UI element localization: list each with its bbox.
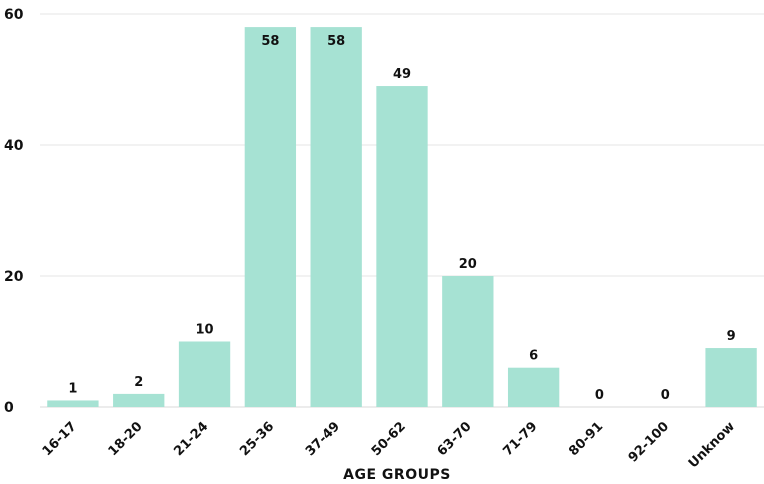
x-tick-label-80-91: 80-91 bbox=[566, 419, 606, 459]
bar-71-79 bbox=[507, 367, 560, 407]
y-axis-ticks: 0 20 40 60 bbox=[4, 7, 24, 416]
data-label-21-24: 10 bbox=[195, 323, 213, 338]
data-label-80-91: 0 bbox=[595, 388, 604, 403]
x-axis-title: AGE GROUPS bbox=[343, 467, 451, 483]
y-tick-label: 0 bbox=[4, 400, 14, 416]
data-label-18-20: 2 bbox=[134, 375, 143, 390]
y-tick-label: 20 bbox=[4, 269, 24, 285]
x-tick-label-21-24: 21-24 bbox=[171, 419, 211, 459]
x-tick-label-Unknow: Unknow bbox=[686, 419, 738, 471]
x-axis-ticks: 16-17 18-20 21-24 25-36 37-49 50-62 63-70 71-79… bbox=[40, 419, 738, 471]
data-label-63-70: 20 bbox=[459, 257, 477, 272]
x-tick-label-50-62: 50-62 bbox=[369, 419, 409, 459]
x-tick-label-92-100: 92-100 bbox=[626, 419, 672, 465]
bar-50-62 bbox=[376, 86, 428, 408]
data-label-16-17: 1 bbox=[68, 381, 77, 396]
bar-Unknow bbox=[705, 348, 757, 407]
bar-37-49 bbox=[310, 27, 362, 407]
x-tick-label-37-49: 37-49 bbox=[303, 419, 343, 459]
data-label-Unknow: 9 bbox=[727, 329, 736, 344]
data-labels: 1 2 10 58 58 49 20 6 0 0 9 bbox=[68, 34, 735, 403]
x-tick-label-71-79: 71-79 bbox=[500, 419, 540, 459]
x-tick-label-63-70: 63-70 bbox=[435, 419, 475, 459]
bar-25-36 bbox=[244, 27, 297, 407]
x-tick-label-18-20: 18-20 bbox=[106, 419, 146, 459]
x-tick-label-16-17: 16-17 bbox=[40, 419, 80, 459]
data-label-25-36: 58 bbox=[261, 34, 279, 49]
data-label-37-49: 58 bbox=[327, 34, 345, 49]
data-label-50-62: 49 bbox=[393, 67, 411, 82]
data-label-71-79: 6 bbox=[529, 349, 538, 364]
data-label-92-100: 0 bbox=[661, 388, 670, 403]
bar-21-24 bbox=[178, 341, 231, 407]
y-tick-label: 40 bbox=[4, 138, 24, 154]
bar-18-20 bbox=[113, 393, 165, 407]
bar-63-70 bbox=[442, 276, 494, 407]
x-tick-label-25-36: 25-36 bbox=[237, 419, 277, 459]
bar-16-17 bbox=[47, 400, 99, 407]
bars bbox=[47, 27, 757, 408]
y-tick-label: 60 bbox=[4, 7, 24, 23]
